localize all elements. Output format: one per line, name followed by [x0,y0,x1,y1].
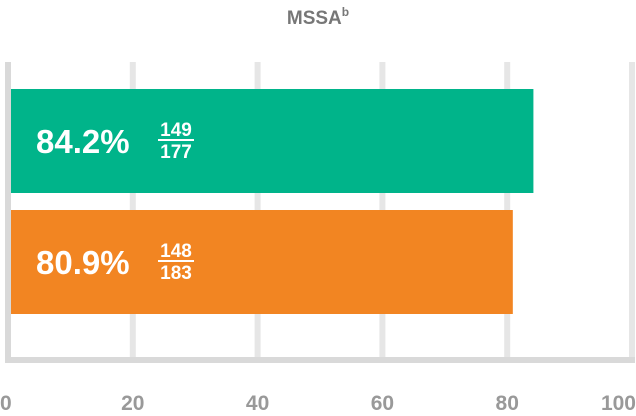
x-tick-label: 100 [601,392,636,415]
x-tick-label: 60 [371,392,394,415]
x-tick-label: 20 [121,392,144,415]
bar-numerator: 149 [160,120,192,141]
x-tick-label: 40 [246,392,269,415]
chart-title-main: MSSA [287,8,342,29]
bar-denominator: 183 [160,263,192,284]
bar-numerator: 148 [160,241,192,262]
bar-percent-label: 84.2% [36,123,130,160]
x-axis-ticks: 0 20 40 60 80 100 [0,392,636,415]
bar-denominator: 177 [160,142,192,163]
x-tick-label: 0 [0,392,12,415]
bar-percent-label: 80.9% [36,244,130,281]
bar [11,210,513,314]
x-tick-label: 80 [496,392,519,415]
chart-title-superscript: b [342,5,349,19]
bar [11,89,534,193]
chart-title: MSSAb [287,5,349,29]
